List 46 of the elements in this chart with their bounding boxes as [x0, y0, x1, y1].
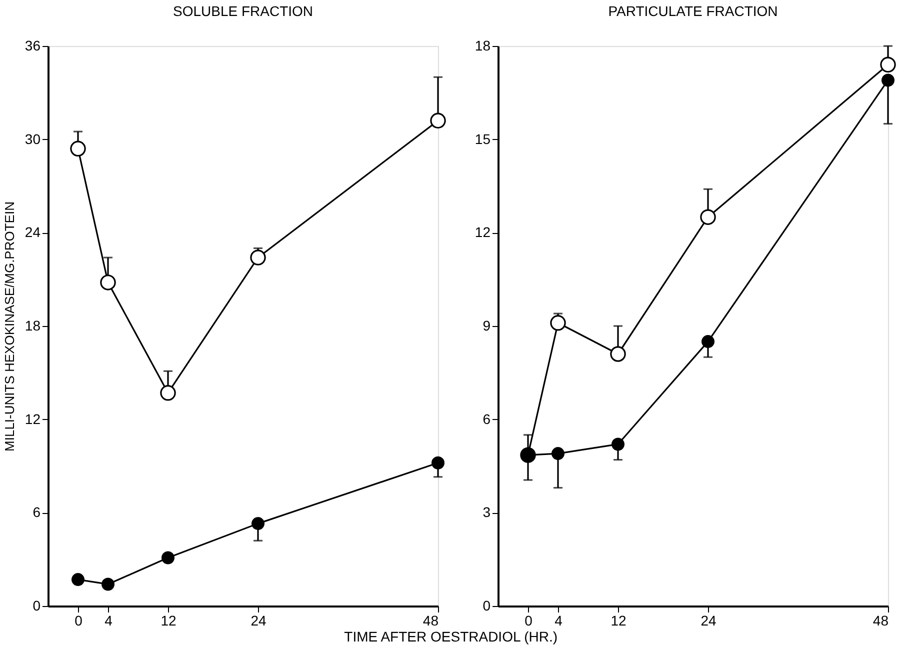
chart-title: PARTICULATE FRACTION: [608, 3, 778, 19]
point: [100, 274, 116, 290]
y-tick-label: 0: [482, 598, 491, 614]
point: [432, 456, 444, 470]
point: [430, 112, 446, 129]
y-axis-title: MILLI-UNITS HEXOKINASE/MG.PROTEIN: [2, 202, 17, 452]
y-tick-label: 0: [32, 598, 41, 614]
x-tick-label: 12: [610, 612, 626, 628]
y-tick-label: 30: [24, 130, 41, 147]
x-tick-label: 12: [160, 612, 176, 628]
y-tick-label: 9: [482, 318, 491, 334]
point: [72, 573, 84, 586]
x-tick-label: 4: [104, 612, 113, 628]
point: [160, 385, 176, 401]
y-tick-label: 24: [24, 224, 41, 240]
point: [882, 74, 894, 87]
y-tick-label: 18: [474, 38, 491, 54]
point: [102, 578, 114, 591]
x-tick-label: 48: [422, 612, 439, 628]
point: [612, 438, 624, 451]
x-tick-label: 0: [74, 612, 83, 628]
point: [250, 250, 266, 266]
point: [610, 346, 626, 362]
y-tick-label: 6: [482, 410, 491, 427]
chart-title: SOLUBLE FRACTION: [172, 3, 314, 19]
point: [702, 335, 714, 348]
point: [552, 447, 564, 460]
point: [700, 209, 716, 225]
y-tick-label: 12: [474, 224, 491, 240]
x-tick-label: 24: [250, 612, 266, 628]
y-tick-label: 6: [32, 504, 41, 520]
point: [550, 315, 566, 331]
point: [162, 551, 174, 564]
x-tick-label: 4: [554, 612, 563, 628]
y-tick-label: 18: [24, 318, 41, 334]
point: [70, 140, 86, 157]
x-tick-label: 0: [524, 612, 533, 628]
x-axis-title: TIME AFTER OESTRADIOL (HR.): [344, 628, 558, 644]
point: [252, 517, 264, 530]
point: [880, 56, 896, 73]
x-tick-label: 48: [872, 612, 889, 628]
y-tick-label: 15: [474, 130, 491, 147]
x-tick-label: 24: [700, 612, 716, 628]
y-tick-label: 36: [24, 38, 41, 54]
y-tick-label: 12: [24, 410, 41, 427]
y-tick-label: 3: [482, 504, 491, 520]
